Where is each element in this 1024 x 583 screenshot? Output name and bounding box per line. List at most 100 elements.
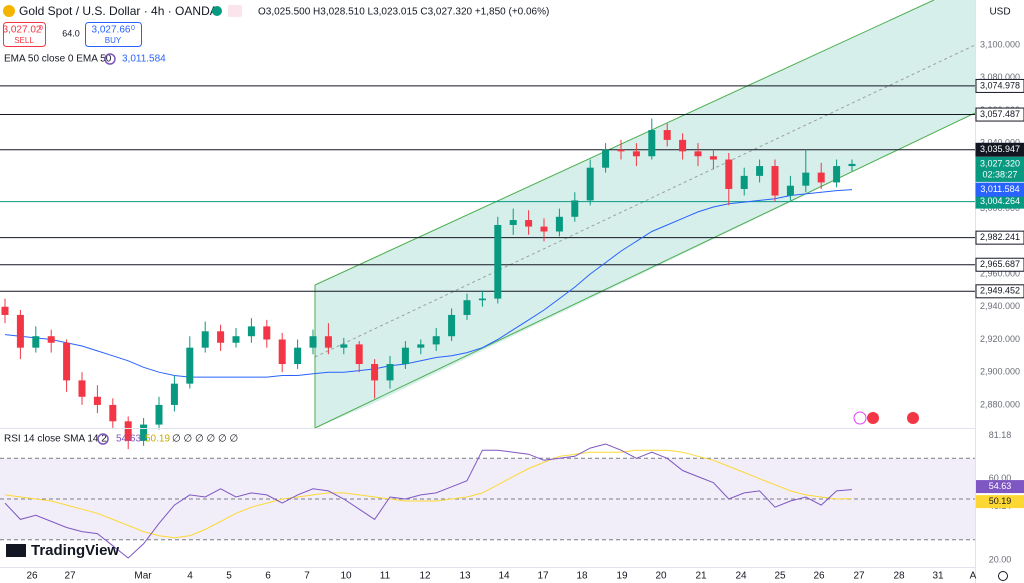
candle-body <box>679 139 687 152</box>
channel-median <box>314 44 976 358</box>
x-tick-label: 4 <box>187 571 193 582</box>
settings-icon[interactable] <box>998 571 1008 581</box>
rsi-value: 54.63 <box>116 434 141 445</box>
price-tag-label: 3,011.584 <box>980 184 1019 194</box>
y-tick-label: 3,100.000 <box>980 39 1020 49</box>
x-tick-label: 26 <box>813 571 825 582</box>
candle-body <box>756 166 764 176</box>
price-tag <box>975 284 1024 299</box>
price-tag <box>975 182 1024 197</box>
candle-body <box>1 306 9 315</box>
candle-body <box>63 342 71 381</box>
candle-body <box>247 326 255 337</box>
sma-value: 50.19 <box>145 434 170 445</box>
y-tick-label: 60.00 <box>989 473 1012 483</box>
symbol-title[interactable]: Gold Spot / U.S. Dollar · 4h · OANDA <box>19 4 218 18</box>
candle-body <box>448 314 456 337</box>
sell-sup: 0 <box>39 25 43 32</box>
price-tag <box>975 156 1024 182</box>
indicator-icon <box>104 53 116 65</box>
x-tick-label: 20 <box>655 571 667 582</box>
candle-body <box>555 216 563 232</box>
event-icon[interactable] <box>907 412 919 424</box>
x-tick-label: 13 <box>459 571 471 582</box>
rsi-tag <box>976 495 1024 509</box>
x-tick-label: 28 <box>893 571 905 582</box>
event-icon[interactable] <box>867 412 879 424</box>
candle-body <box>355 344 363 365</box>
x-tick-label: 6 <box>265 571 271 582</box>
candle-body <box>16 314 24 348</box>
buy-button[interactable] <box>85 22 142 47</box>
sma-line <box>4 449 853 539</box>
price-tag <box>975 107 1024 122</box>
y-tick-label: 81.18 <box>989 430 1012 440</box>
price-tag-label: 3,074.978 <box>980 80 1020 90</box>
x-tick-label: 7 <box>304 571 310 582</box>
sell-button[interactable] <box>3 22 46 47</box>
candle-body <box>571 200 579 217</box>
sell-price: 3,027.02 <box>3 25 42 36</box>
rsi-line <box>4 443 853 559</box>
candle-body <box>140 424 148 441</box>
candle-body <box>494 224 502 299</box>
price-tag-label: 2,982.241 <box>980 232 1020 242</box>
x-tick-label: 14 <box>498 571 510 582</box>
candle-body <box>802 172 810 186</box>
price-tag-label: 2,949.452 <box>980 286 1020 296</box>
x-tick-label: 27 <box>64 571 76 582</box>
candle-body <box>848 163 856 167</box>
x-tick-label: 25 <box>774 571 786 582</box>
candle-body <box>309 336 317 348</box>
indicator-label: EMA 50 close 0 EMA 50 <box>4 54 112 65</box>
ohlc: O3,025.500 H3,028.510 L3,023.015 C3,027.… <box>258 7 549 18</box>
candle-body <box>417 344 425 348</box>
x-tick-label: A <box>970 571 977 582</box>
price-tag <box>975 142 1024 157</box>
x-tick-label: 11 <box>380 571 391 582</box>
candle-body <box>47 336 55 343</box>
y-tick-label: 20.00 <box>989 554 1012 564</box>
x-tick-label: 27 <box>853 571 865 582</box>
candle-body <box>294 347 302 365</box>
channel-fill <box>315 0 975 428</box>
candle-body <box>109 404 117 422</box>
x-tick-label: 19 <box>616 571 628 582</box>
candle-body <box>401 347 409 365</box>
candle-body <box>124 421 132 441</box>
rsi-title: RSI 14 close SMA 14 2 <box>4 434 107 445</box>
x-tick-label: 5 <box>226 571 232 582</box>
sell-label: SELL <box>14 36 34 45</box>
event-icon[interactable] <box>853 411 867 425</box>
axes: 3,100.0003,080.0003,060.0003,040.0003,02… <box>26 39 1024 582</box>
market-status <box>212 6 222 16</box>
x-tick-label: 18 <box>576 571 588 582</box>
candle-body <box>725 159 733 189</box>
candle-body <box>371 364 379 381</box>
ema-line <box>4 189 853 378</box>
price-tag-label: 3,027.320 <box>980 158 1020 168</box>
buy-price: 3,027.66 <box>92 25 131 36</box>
price-tag <box>975 257 1024 272</box>
rsi-icon <box>97 433 109 445</box>
price-tag <box>975 230 1024 245</box>
candle-body <box>478 298 486 301</box>
y-tick-label: 2,920.000 <box>980 334 1020 344</box>
brand-logo <box>6 544 26 557</box>
candle-body <box>817 172 825 183</box>
price-tag-countdown: 02:38:27 <box>982 169 1017 179</box>
candle-body <box>709 156 717 160</box>
data-icon <box>228 5 242 17</box>
candle-body <box>663 130 671 140</box>
channel-lower <box>314 112 976 429</box>
candle-body <box>694 151 702 157</box>
x-tick-label: 12 <box>419 571 431 582</box>
candle-body <box>32 336 40 348</box>
candle-body <box>602 149 610 168</box>
rsi-extras: ∅ ∅ ∅ ∅ ∅ ∅ <box>172 434 238 445</box>
candle-body <box>78 380 86 397</box>
y-tick-label: 2,900.000 <box>980 367 1020 377</box>
x-tick-label: 10 <box>340 571 352 582</box>
rsi-tag-label: 54.63 <box>989 481 1012 491</box>
